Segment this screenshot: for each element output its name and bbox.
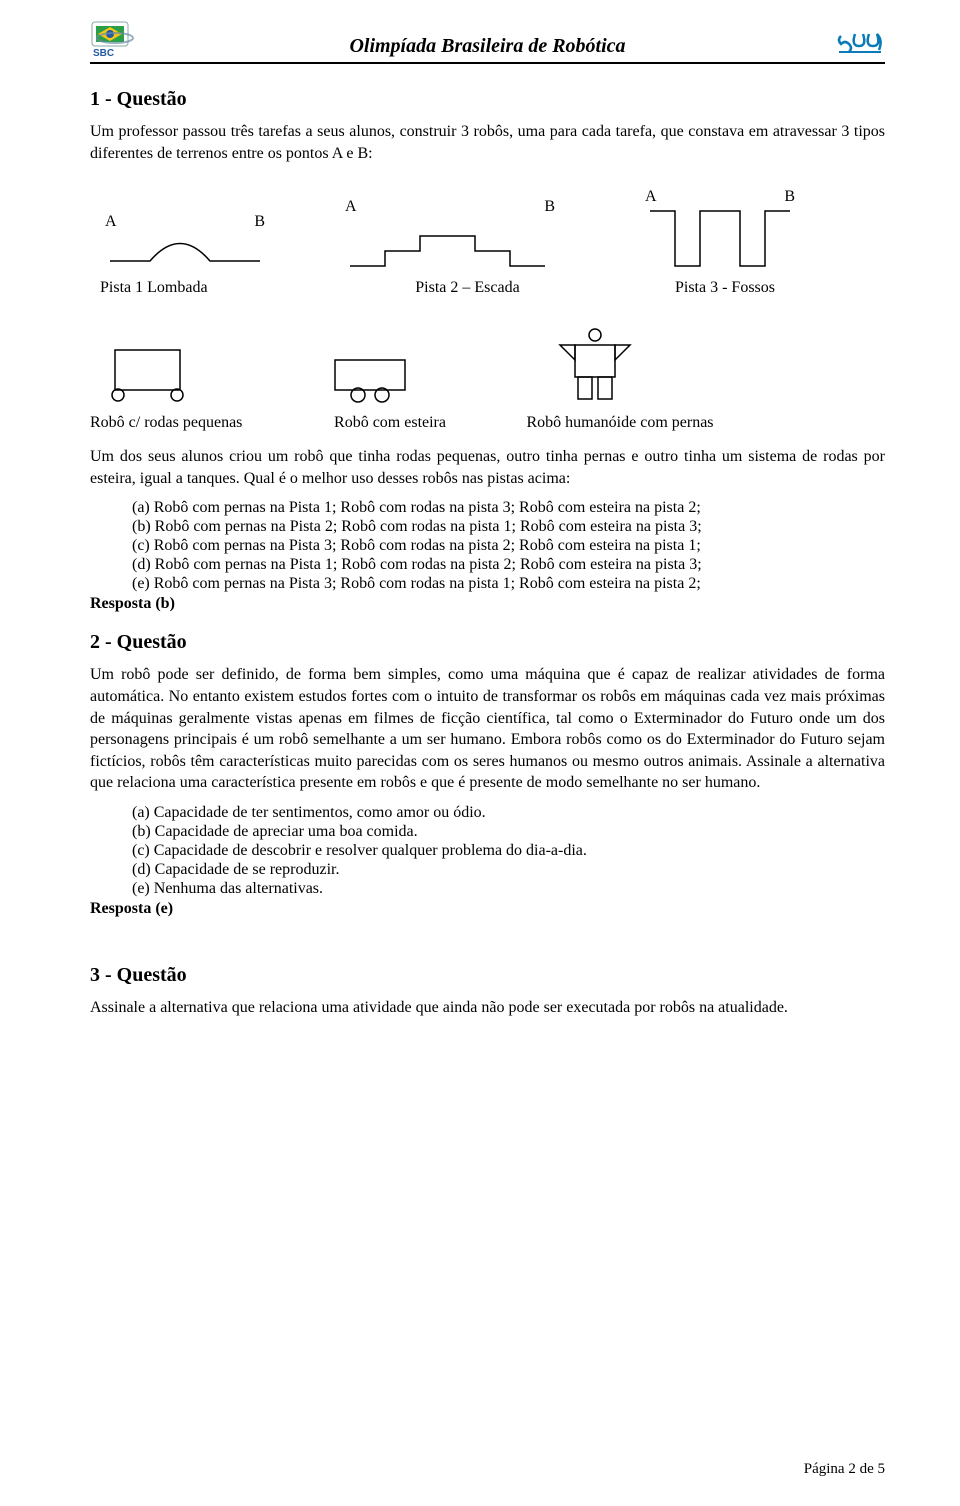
track2-label-b: B [544, 198, 555, 216]
q2-opt-d: (d) Capacidade de se reproduzir. [132, 861, 885, 879]
q2-opt-a: (a) Capacidade de ter sentimentos, como … [132, 804, 885, 822]
q2-answer: Resposta (e) [90, 900, 885, 918]
robot3-block [550, 327, 640, 410]
q1-intro: Um professor passou três tarefas a seus … [90, 121, 885, 164]
track1-caption: Pista 1 Lombada [90, 279, 310, 297]
track1-block: A B [90, 213, 280, 271]
track2-block: A B [320, 198, 580, 271]
robot2-diagram-icon [330, 355, 410, 405]
track1-label-b: B [254, 213, 265, 231]
robot3-caption: Robô humanóide com pernas [490, 414, 750, 432]
track2-caption: Pista 2 – Escada [338, 279, 598, 297]
track3-caption: Pista 3 - Fossos [625, 279, 825, 297]
page: SBC Olimpíada Brasileira de Robótica 1 -… [0, 0, 960, 1506]
q1-opt-d: (d) Robô com pernas na Pista 1; Robô com… [132, 556, 885, 574]
q1-title: 1 - Questão [90, 88, 885, 111]
track2-diagram-icon [345, 216, 555, 271]
q1-opt-e: (e) Robô com pernas na Pista 3; Robô com… [132, 575, 885, 593]
q1-opt-c: (c) Robô com pernas na Pista 3; Robô com… [132, 537, 885, 555]
robot3-diagram-icon [550, 327, 640, 405]
robot2-caption: Robô com esteira [290, 414, 490, 432]
track3-block: A B [620, 188, 820, 271]
q2-body: Um robô pode ser definido, de forma bem … [90, 664, 885, 794]
page-header: SBC Olimpíada Brasileira de Robótica [90, 20, 885, 64]
track3-label-b: B [784, 188, 795, 206]
q2-opt-e: (e) Nenhuma das alternativas. [132, 880, 885, 898]
q1-opt-b: (b) Robô com pernas na Pista 2; Robô com… [132, 518, 885, 536]
q1-options: (a) Robô com pernas na Pista 1; Robô com… [90, 499, 885, 593]
q1-opt-a: (a) Robô com pernas na Pista 1; Robô com… [132, 499, 885, 517]
q1-body2: Um dos seus alunos criou um robô que tin… [90, 446, 885, 489]
svg-text:SBC: SBC [93, 48, 114, 58]
track3-diagram-icon [645, 206, 795, 271]
robot2-block [330, 355, 410, 410]
q3-title: 3 - Questão [90, 964, 885, 987]
track-captions: Pista 1 Lombada Pista 2 – Escada Pista 3… [90, 279, 885, 297]
q2-opt-b: (b) Capacidade de apreciar uma boa comid… [132, 823, 885, 841]
event-logo-icon [835, 26, 885, 58]
q2-opt-c: (c) Capacidade de descobrir e resolver q… [132, 842, 885, 860]
q3-body: Assinale a alternativa que relaciona uma… [90, 997, 885, 1019]
track1-label-a: A [105, 213, 117, 231]
track2-label-a: A [345, 198, 357, 216]
q2-options: (a) Capacidade de ter sentimentos, como … [90, 804, 885, 898]
page-title: Olimpíada Brasileira de Robótica [140, 35, 835, 58]
robot1-diagram-icon [110, 345, 190, 405]
tracks-row: A B A B A B [90, 188, 885, 271]
q2-title: 2 - Questão [90, 631, 885, 654]
q1-answer: Resposta (b) [90, 595, 885, 613]
sbc-logo-icon: SBC [90, 20, 140, 58]
robot1-block [110, 345, 190, 410]
robots-row [90, 327, 885, 410]
page-footer: Página 2 de 5 [804, 1461, 885, 1478]
robot-captions: Robô c/ rodas pequenas Robô com esteira … [90, 414, 885, 432]
robot1-caption: Robô c/ rodas pequenas [90, 414, 290, 432]
track3-label-a: A [645, 188, 657, 206]
track1-diagram-icon [105, 231, 265, 271]
